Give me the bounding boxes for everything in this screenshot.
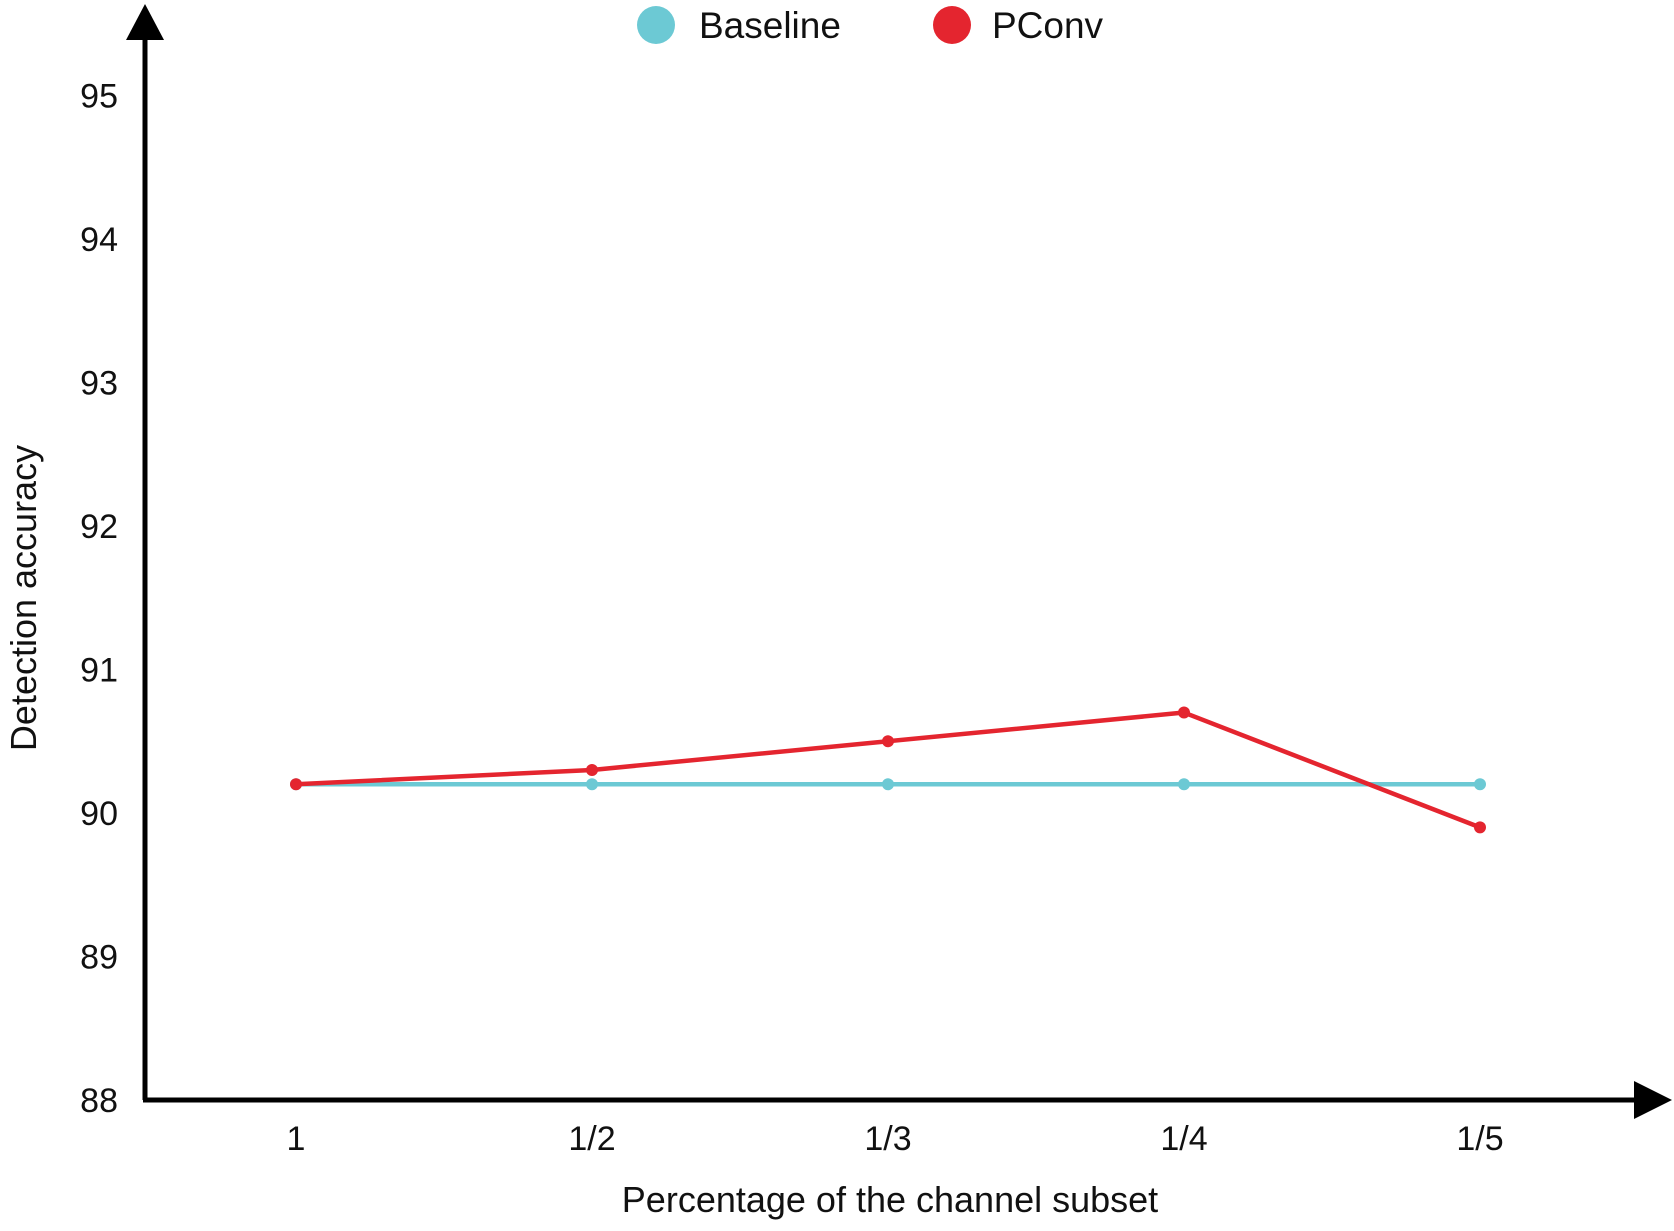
y-tick-label: 91 xyxy=(80,652,118,690)
data-point-pconv xyxy=(882,735,894,748)
data-point-baseline xyxy=(586,778,598,791)
x-tick-label: 1/4 xyxy=(1160,1120,1207,1158)
y-axis-arrow xyxy=(126,4,164,40)
x-tick-label: 1 xyxy=(287,1120,306,1158)
data-point-baseline xyxy=(1474,778,1486,791)
y-tick-label: 92 xyxy=(80,508,118,546)
y-tick-labels: 88 89 90 91 92 93 94 95 xyxy=(80,78,118,1121)
data-point-pconv xyxy=(1178,706,1190,719)
x-tick-labels: 1 1/2 1/3 1/4 1/5 xyxy=(287,1120,1504,1158)
data-point-pconv xyxy=(586,763,598,776)
series-layer xyxy=(290,706,1486,834)
y-tick-label: 95 xyxy=(80,78,118,116)
y-tick-label: 93 xyxy=(80,365,118,403)
y-tick-label: 89 xyxy=(80,939,118,977)
legend: Baseline PConv xyxy=(637,5,1104,46)
y-tick-label: 90 xyxy=(80,795,118,833)
data-point-pconv xyxy=(290,778,302,791)
x-tick-label: 1/5 xyxy=(1456,1120,1503,1158)
x-tick-label: 1/3 xyxy=(864,1120,911,1158)
legend-marker-pconv xyxy=(933,6,971,44)
y-tick-label: 88 xyxy=(80,1082,118,1120)
legend-label-pconv: PConv xyxy=(992,5,1104,46)
y-tick-label: 94 xyxy=(80,221,118,259)
y-axis-title: Detection accuracy xyxy=(3,445,44,751)
data-point-baseline xyxy=(1178,778,1190,791)
data-point-pconv xyxy=(1474,821,1486,834)
x-tick-label: 1/2 xyxy=(568,1120,615,1158)
legend-label-baseline: Baseline xyxy=(699,5,841,46)
legend-marker-baseline xyxy=(637,6,675,44)
axes xyxy=(126,4,1672,1119)
data-point-baseline xyxy=(882,778,894,791)
x-axis-arrow xyxy=(1634,1081,1672,1119)
series-line-pconv xyxy=(293,710,1483,830)
x-axis-title: Percentage of the channel subset xyxy=(622,1179,1158,1220)
